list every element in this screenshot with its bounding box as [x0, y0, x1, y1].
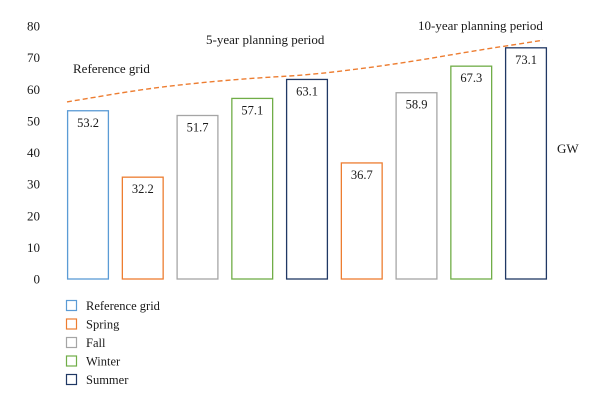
bar-value-label: 57.1: [241, 103, 263, 117]
bar-value-labels: 53.2 32.2 51.7 57.1 63.1 36.7 58.9 67.3 73.1: [77, 53, 537, 196]
bar-value-label: 51.7: [187, 120, 209, 134]
unit-label-gw: GW: [557, 141, 579, 156]
legend-label: Spring: [86, 318, 120, 332]
bar-reference-grid: [66, 110, 110, 280]
y-tick-label: 80: [27, 19, 40, 34]
bar-value-label: 36.7: [351, 168, 373, 182]
bar-fall: [176, 114, 219, 280]
y-tick-label: 0: [34, 272, 41, 287]
bar-summer: [504, 47, 548, 280]
bar-winter: [231, 97, 274, 280]
y-tick-label: 50: [27, 113, 40, 128]
bar-summer: [285, 78, 329, 280]
y-tick-label: 10: [27, 240, 40, 255]
annotation-5-year: 5-year planning period: [206, 32, 325, 47]
bar-value-label: 67.3: [460, 71, 482, 85]
legend-swatch-summer: [65, 373, 78, 386]
bar-value-label: 32.2: [132, 182, 154, 196]
bar-winter: [450, 65, 493, 280]
annotation-reference-grid: Reference grid: [73, 61, 150, 76]
bar-value-label: 58.9: [406, 98, 428, 112]
legend-label: Fall: [86, 336, 106, 350]
legend-swatch-reference-grid: [65, 299, 78, 312]
legend-swatch-winter: [65, 355, 78, 367]
bar-spring: [121, 176, 164, 280]
planning-trend-line: [66, 39, 544, 103]
legend-swatch-spring: [65, 318, 78, 330]
y-tick-label: 30: [27, 177, 40, 192]
annotation-10-year: 10-year planning period: [418, 18, 543, 33]
bar-value-label: 53.2: [77, 116, 99, 130]
y-tick-label: 70: [27, 50, 40, 65]
legend: Reference grid Spring Fall Winter Summer: [65, 299, 161, 387]
legend-swatch-fall: [65, 336, 78, 349]
legend-label: Reference grid: [86, 299, 161, 313]
bars: [66, 47, 548, 280]
y-tick-label: 60: [27, 82, 40, 97]
bar-spring: [340, 162, 383, 280]
bar-value-label: 73.1: [515, 53, 537, 67]
y-tick-label: 40: [27, 145, 40, 160]
legend-label: Summer: [86, 373, 129, 387]
legend-label: Winter: [86, 355, 121, 369]
bar-fall: [395, 92, 438, 280]
y-axis-ticks: 0 10 20 30 40 50 60 70 80: [27, 19, 40, 287]
bar-value-label: 63.1: [296, 84, 318, 98]
y-tick-label: 20: [27, 208, 40, 223]
